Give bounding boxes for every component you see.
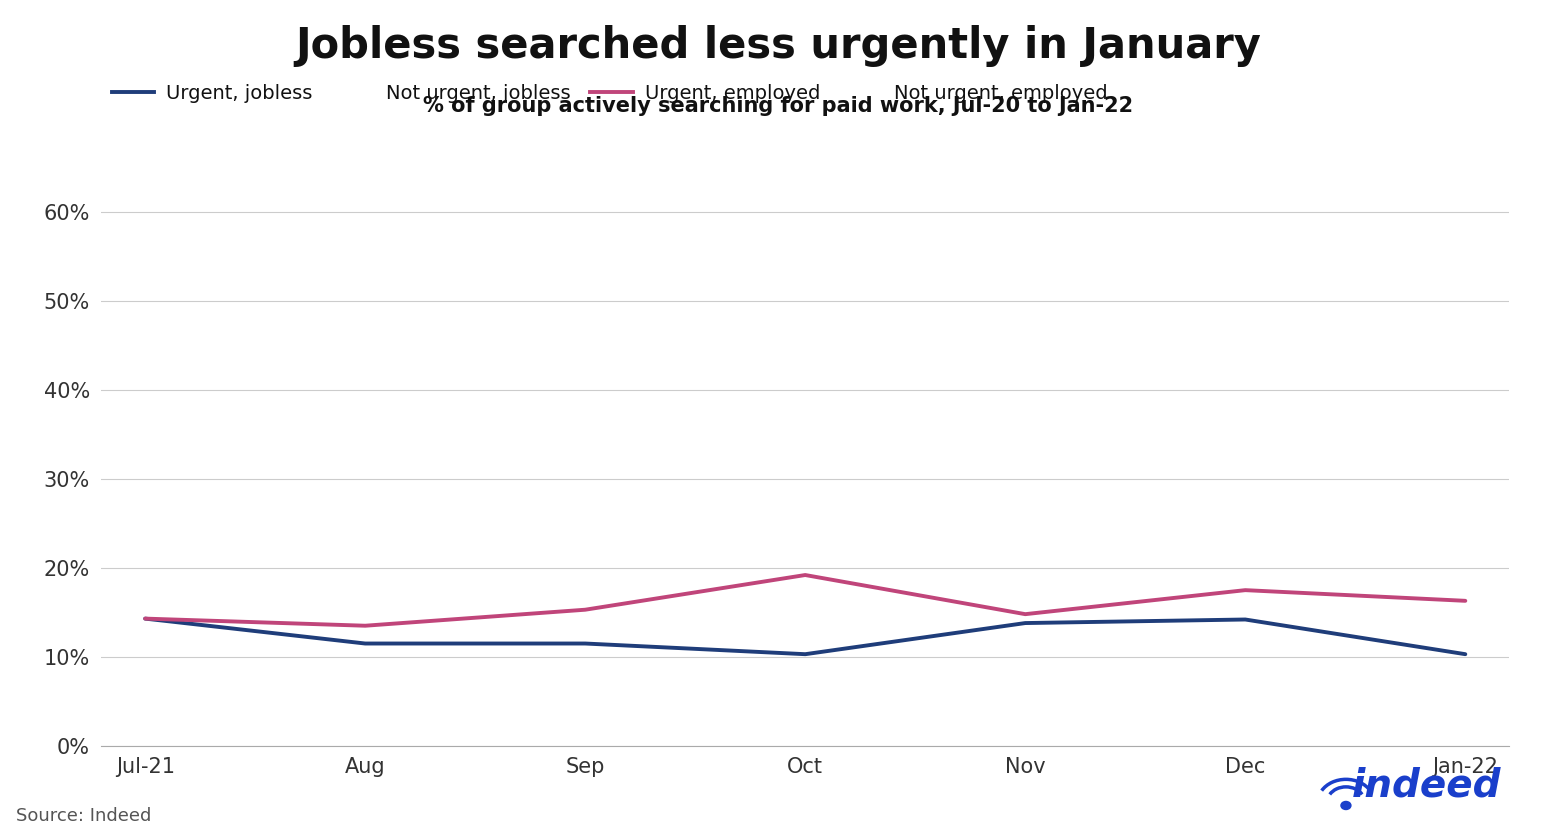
Text: indeed: indeed <box>1352 767 1502 804</box>
Text: Source: Indeed: Source: Indeed <box>16 808 151 825</box>
Legend: Urgent, jobless, Not urgent, jobless, Urgent, employed, Not urgent, employed: Urgent, jobless, Not urgent, jobless, Ur… <box>104 76 1116 111</box>
Circle shape <box>1341 801 1351 810</box>
Text: Jobless searched less urgently in January: Jobless searched less urgently in Januar… <box>296 25 1260 67</box>
Text: % of group actively searching for paid work, Jul-20 to Jan-22: % of group actively searching for paid w… <box>423 96 1133 116</box>
